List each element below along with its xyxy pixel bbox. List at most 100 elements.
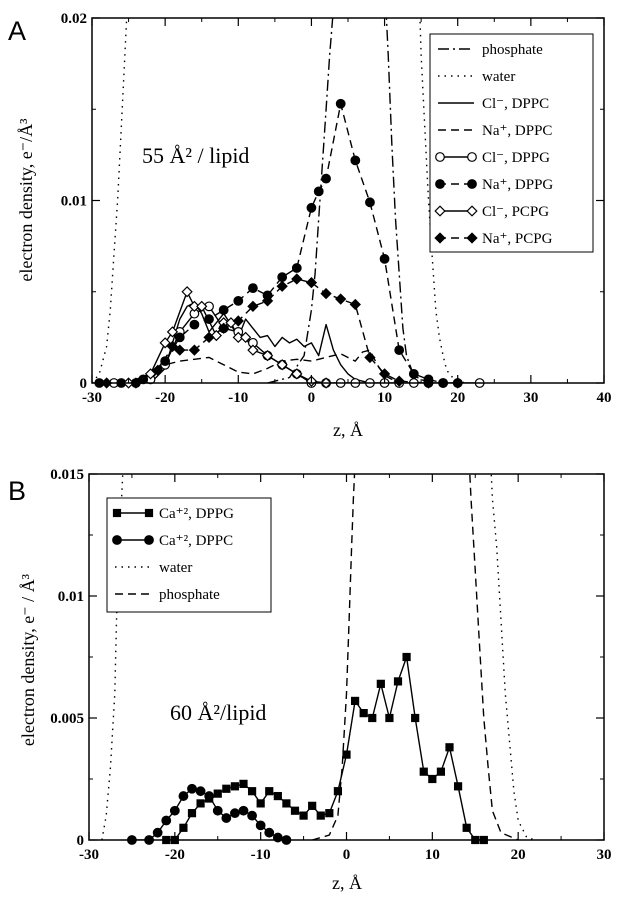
x-tick-label: 30 <box>523 390 538 406</box>
panel-b-ticks: -30 -20 -10 0 10 20 30 0 0.005 0.01 0.015 <box>50 467 611 863</box>
data-point-a-9-6 <box>203 331 215 344</box>
legend-marker <box>467 179 477 189</box>
data-point-b-0-17 <box>308 801 317 810</box>
legend-label: Ca⁺², DPPG <box>159 506 234 522</box>
y-tick-label: 0.015 <box>50 467 84 483</box>
data-point-a-8-11 <box>239 331 252 344</box>
data-point-a-8-4 <box>181 286 193 298</box>
series-line-b-4 <box>312 474 356 840</box>
data-point-b-0-23 <box>359 709 368 718</box>
legend-label: Cl⁻, DPPG <box>482 150 550 166</box>
data-point-b-0-29 <box>411 713 420 723</box>
data-point-a-8-13 <box>261 349 274 362</box>
data-point-a-9-4 <box>174 344 186 356</box>
panel-letter-b: B <box>8 476 26 506</box>
legend-entries-a: phosphate water Cl⁻, DPPC Na⁺, DPPC Cl⁻, DPP… <box>434 42 553 247</box>
data-point-b-0-13 <box>273 791 282 801</box>
data-point-b-0-7 <box>222 784 231 793</box>
data-point-a-7-4 <box>174 332 185 343</box>
y-tick-label: 0.01 <box>58 589 84 605</box>
x-axis-label-b: z, Å <box>332 873 362 893</box>
series-line-a-1 <box>385 18 429 383</box>
data-point-a-9-3 <box>166 340 179 353</box>
data-point-a-7-14 <box>313 186 324 197</box>
x-tick-label: 0 <box>343 847 351 863</box>
legend-marker <box>144 508 154 518</box>
y-tick-label: 0.01 <box>61 194 87 210</box>
data-point-b-0-21 <box>342 750 351 759</box>
x-tick-label: 10 <box>425 847 440 863</box>
data-point-b-0-3 <box>187 809 197 818</box>
data-point-a-9-12 <box>291 273 303 285</box>
data-point-b-0-34 <box>453 782 463 791</box>
data-point-a-9-19 <box>393 375 405 387</box>
legend-marker <box>467 152 477 162</box>
legend-marker <box>466 205 478 217</box>
y-tick-label: 0.005 <box>50 711 84 727</box>
x-tick-label: 20 <box>511 847 526 863</box>
series-line-a-2 <box>92 18 128 383</box>
data-point-a-7-9 <box>248 283 258 294</box>
data-point-b-0-18 <box>316 811 325 820</box>
data-point-a-9-13 <box>305 276 318 289</box>
legend-marker <box>435 152 445 162</box>
y-axis-label-b: electron density, e⁻ / Å³ <box>18 573 38 746</box>
panel-b-markers <box>127 652 488 845</box>
data-point-a-9-9 <box>247 300 259 312</box>
panel-letter-a: A <box>8 16 26 46</box>
series-line-a-0 <box>267 18 334 383</box>
data-point-b-1-5 <box>178 791 189 801</box>
data-point-a-8-1 <box>144 368 157 380</box>
data-point-b-0-14 <box>282 799 291 808</box>
x-tick-label: -20 <box>155 390 175 406</box>
data-point-b-1-8 <box>204 791 215 801</box>
legend-marker <box>434 232 446 244</box>
data-point-b-0-20 <box>333 787 343 796</box>
data-point-b-0-6 <box>213 789 222 798</box>
legend-label: Na⁺, DPPG <box>482 177 553 193</box>
data-point-b-1-7 <box>195 786 206 797</box>
chart-panel-a: A -30 -20 -10 0 10 20 30 40 0 0.01 0.02 z, Å elect… <box>8 11 612 440</box>
legend-label: Cl⁻, DPPC <box>482 96 549 112</box>
data-point-b-1-9 <box>212 805 223 816</box>
data-point-a-7-11 <box>277 272 288 283</box>
y-axis-label-a: electron density, e⁻/Å³ <box>16 118 36 282</box>
data-point-a-7-16 <box>335 98 346 109</box>
data-point-b-1-3 <box>161 815 172 826</box>
data-point-a-8-6 <box>196 300 208 312</box>
y-tick-label: 0.02 <box>61 11 87 27</box>
data-point-a-8-15 <box>291 368 303 380</box>
data-point-b-0-2 <box>179 823 188 832</box>
legend-label: Cl⁻, PCPG <box>482 204 549 220</box>
data-point-b-0-27 <box>393 677 403 686</box>
x-tick-label: 10 <box>377 390 392 406</box>
data-point-b-1-15 <box>264 827 275 838</box>
annotation-b: 60 Å²/lipid <box>170 700 266 725</box>
data-point-b-1-4 <box>169 805 180 816</box>
data-point-b-1-12 <box>238 805 249 816</box>
data-point-b-0-10 <box>247 787 257 796</box>
x-tick-label: -20 <box>165 847 185 863</box>
data-point-b-0-19 <box>325 809 334 818</box>
data-point-a-8-7 <box>210 329 222 342</box>
data-point-a-8-5 <box>188 300 201 312</box>
data-point-b-0-16 <box>299 811 308 820</box>
data-point-a-9-2 <box>152 364 164 376</box>
x-tick-label: -30 <box>79 847 99 863</box>
legend-label: water <box>482 69 515 85</box>
x-tick-label: -10 <box>228 390 248 406</box>
data-point-a-9-16 <box>349 298 361 311</box>
data-point-a-8-10 <box>232 331 244 344</box>
data-point-a-7-21 <box>408 368 419 379</box>
legend-marker <box>112 508 122 518</box>
legend-marker <box>434 205 446 217</box>
legend-label: phosphate <box>482 42 543 58</box>
legend-a: phosphate water Cl⁻, DPPC Na⁺, DPPC Cl⁻, DPP… <box>429 33 594 253</box>
data-point-a-7-3 <box>160 356 171 367</box>
data-point-b-0-12 <box>265 787 274 796</box>
legend-box-a <box>429 33 594 253</box>
data-point-a-9-14 <box>320 287 332 300</box>
data-point-a-7-6 <box>204 314 214 325</box>
data-point-a-9-10 <box>261 295 274 307</box>
